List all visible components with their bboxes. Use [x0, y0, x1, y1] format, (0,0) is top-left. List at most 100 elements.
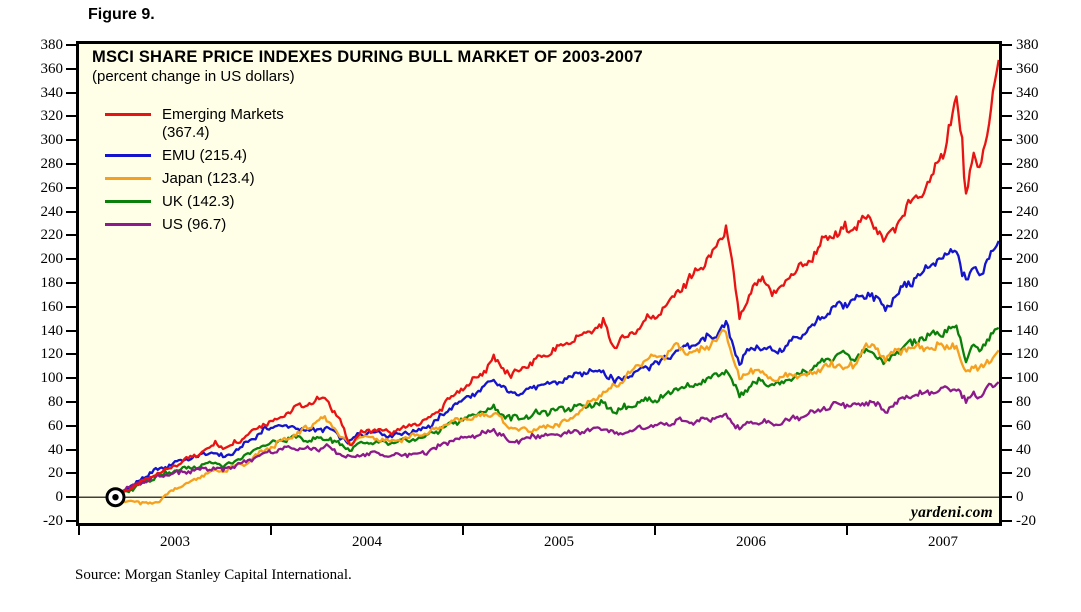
y-axis-tick-left [66, 115, 76, 118]
series-line-japan [114, 329, 999, 506]
y-axis-tick-right [1002, 67, 1012, 70]
y-axis-tick-left [66, 377, 76, 380]
y-axis-tick-left [66, 210, 76, 213]
legend-line-icon [105, 223, 151, 226]
legend: Emerging Markets (367.4) EMU (215.4) Jap… [105, 106, 292, 234]
y-axis-tick-left [66, 282, 76, 284]
x-tick-label: 2005 [544, 534, 574, 550]
y-tick-label-left: 0 [55, 489, 64, 506]
y-axis-tick-right [1002, 424, 1012, 427]
series-line-emu [114, 240, 999, 499]
x-tick-label: 2003 [160, 534, 190, 550]
y-tick-label-left: 200 [40, 251, 64, 268]
y-axis-tick-left [66, 424, 76, 427]
y-tick-label-left: 40 [48, 441, 63, 458]
y-tick-label-left: 120 [40, 346, 64, 363]
y-axis-tick-right [1002, 186, 1012, 189]
y-axis-tick-left [66, 520, 76, 522]
y-axis-tick-right [1002, 91, 1012, 94]
y-tick-label-left: 180 [40, 275, 64, 291]
start-marker [105, 487, 126, 508]
y-axis-tick-left [66, 258, 76, 261]
y-axis-tick-right [1002, 163, 1012, 165]
y-axis-tick-left [66, 401, 76, 403]
legend-item-japan: Japan (123.4) [105, 170, 292, 188]
y-axis-tick-right [1002, 210, 1012, 213]
y-axis-tick-right [1002, 401, 1012, 403]
y-tick-label-right: 260 [1016, 179, 1039, 196]
y-tick-label-right: 320 [1016, 108, 1039, 125]
source-note: Source: Morgan Stanley Capital Internati… [75, 567, 352, 583]
y-tick-label-left: 300 [40, 132, 64, 149]
y-tick-label-right: 240 [1016, 203, 1039, 220]
figure-label: Figure 9. [88, 6, 155, 23]
y-tick-label-right: -20 [1016, 513, 1036, 529]
legend-line-icon [105, 113, 151, 116]
y-axis-tick-right [1002, 377, 1012, 380]
y-tick-label-left: 60 [48, 417, 63, 434]
y-axis-tick-right [1002, 305, 1012, 308]
y-tick-label-right: 200 [1016, 251, 1039, 268]
y-tick-label-left: 260 [40, 179, 64, 196]
chart-frame: MSCI SHARE PRICE INDEXES DURING BULL MAR… [76, 41, 1002, 526]
x-tick-label: 2004 [352, 534, 382, 550]
y-axis-tick-left [66, 305, 76, 308]
x-axis-tick [846, 526, 848, 535]
y-axis-tick-left [66, 472, 76, 475]
y-tick-label-left: 20 [48, 465, 63, 482]
y-tick-label-left: 140 [40, 322, 64, 339]
series-line-uk [114, 324, 999, 499]
watermark-yardeni: yardeni.com [910, 504, 993, 521]
y-tick-label-right: 120 [1016, 346, 1039, 363]
y-tick-label-right: 80 [1016, 394, 1031, 410]
chart-subtitle: (percent change in US dollars) [92, 68, 295, 85]
legend-line-icon [105, 177, 151, 180]
legend-label: US (96.7) [162, 216, 227, 233]
legend-line-icon [105, 200, 151, 203]
chart-header: MSCI SHARE PRICE INDEXES DURING BULL MAR… [92, 48, 643, 85]
y-tick-label-right: 20 [1016, 465, 1031, 482]
legend-line-icon [105, 154, 151, 157]
y-axis-tick-left [66, 163, 76, 165]
x-axis-tick [462, 526, 464, 535]
y-tick-label-left: 160 [40, 298, 64, 315]
x-axis-tick [654, 526, 656, 535]
y-axis-tick-left [66, 496, 76, 499]
y-axis-tick-right [1002, 115, 1012, 118]
y-axis-tick-left [66, 186, 76, 189]
y-axis-tick-left [66, 329, 76, 332]
y-tick-label-left: 220 [40, 227, 64, 244]
plot-area [79, 59, 999, 508]
y-tick-label-left: 340 [40, 84, 64, 101]
y-tick-label-left: 360 [40, 60, 64, 77]
y-axis-tick-right [1002, 139, 1012, 142]
legend-label: Emerging Markets (367.4) [162, 106, 284, 141]
y-tick-label-right: 180 [1016, 275, 1039, 291]
y-axis-tick-left [66, 44, 76, 46]
y-tick-label-left: 380 [40, 37, 64, 53]
y-axis-tick-right [1002, 496, 1012, 499]
y-axis-tick-left [66, 67, 76, 70]
y-tick-label-right: 340 [1016, 84, 1039, 101]
legend-item-emerging-markets: Emerging Markets (367.4) [105, 106, 292, 142]
legend-label: EMU (215.4) [162, 147, 248, 164]
y-axis-tick-left [66, 139, 76, 142]
y-axis-tick-left [66, 91, 76, 94]
y-axis-tick-right [1002, 44, 1012, 46]
y-tick-label-right: 40 [1016, 441, 1031, 458]
y-tick-label-left: 280 [40, 156, 64, 172]
y-axis-tick-right [1002, 448, 1012, 451]
y-tick-label-left: 240 [40, 203, 64, 220]
y-tick-label-right: 100 [1016, 370, 1039, 387]
y-axis-tick-right [1002, 520, 1012, 522]
y-tick-label-right: 0 [1016, 489, 1024, 506]
legend-label: UK (142.3) [162, 193, 235, 210]
y-tick-label-right: 160 [1016, 298, 1039, 315]
legend-label: Japan (123.4) [162, 170, 255, 187]
legend-item-uk: UK (142.3) [105, 193, 292, 211]
legend-item-us: US (96.7) [105, 216, 292, 234]
x-axis-tick [78, 526, 80, 535]
y-tick-label-right: 380 [1016, 37, 1039, 53]
y-axis-tick-left [66, 234, 76, 237]
y-axis-tick-right [1002, 258, 1012, 261]
